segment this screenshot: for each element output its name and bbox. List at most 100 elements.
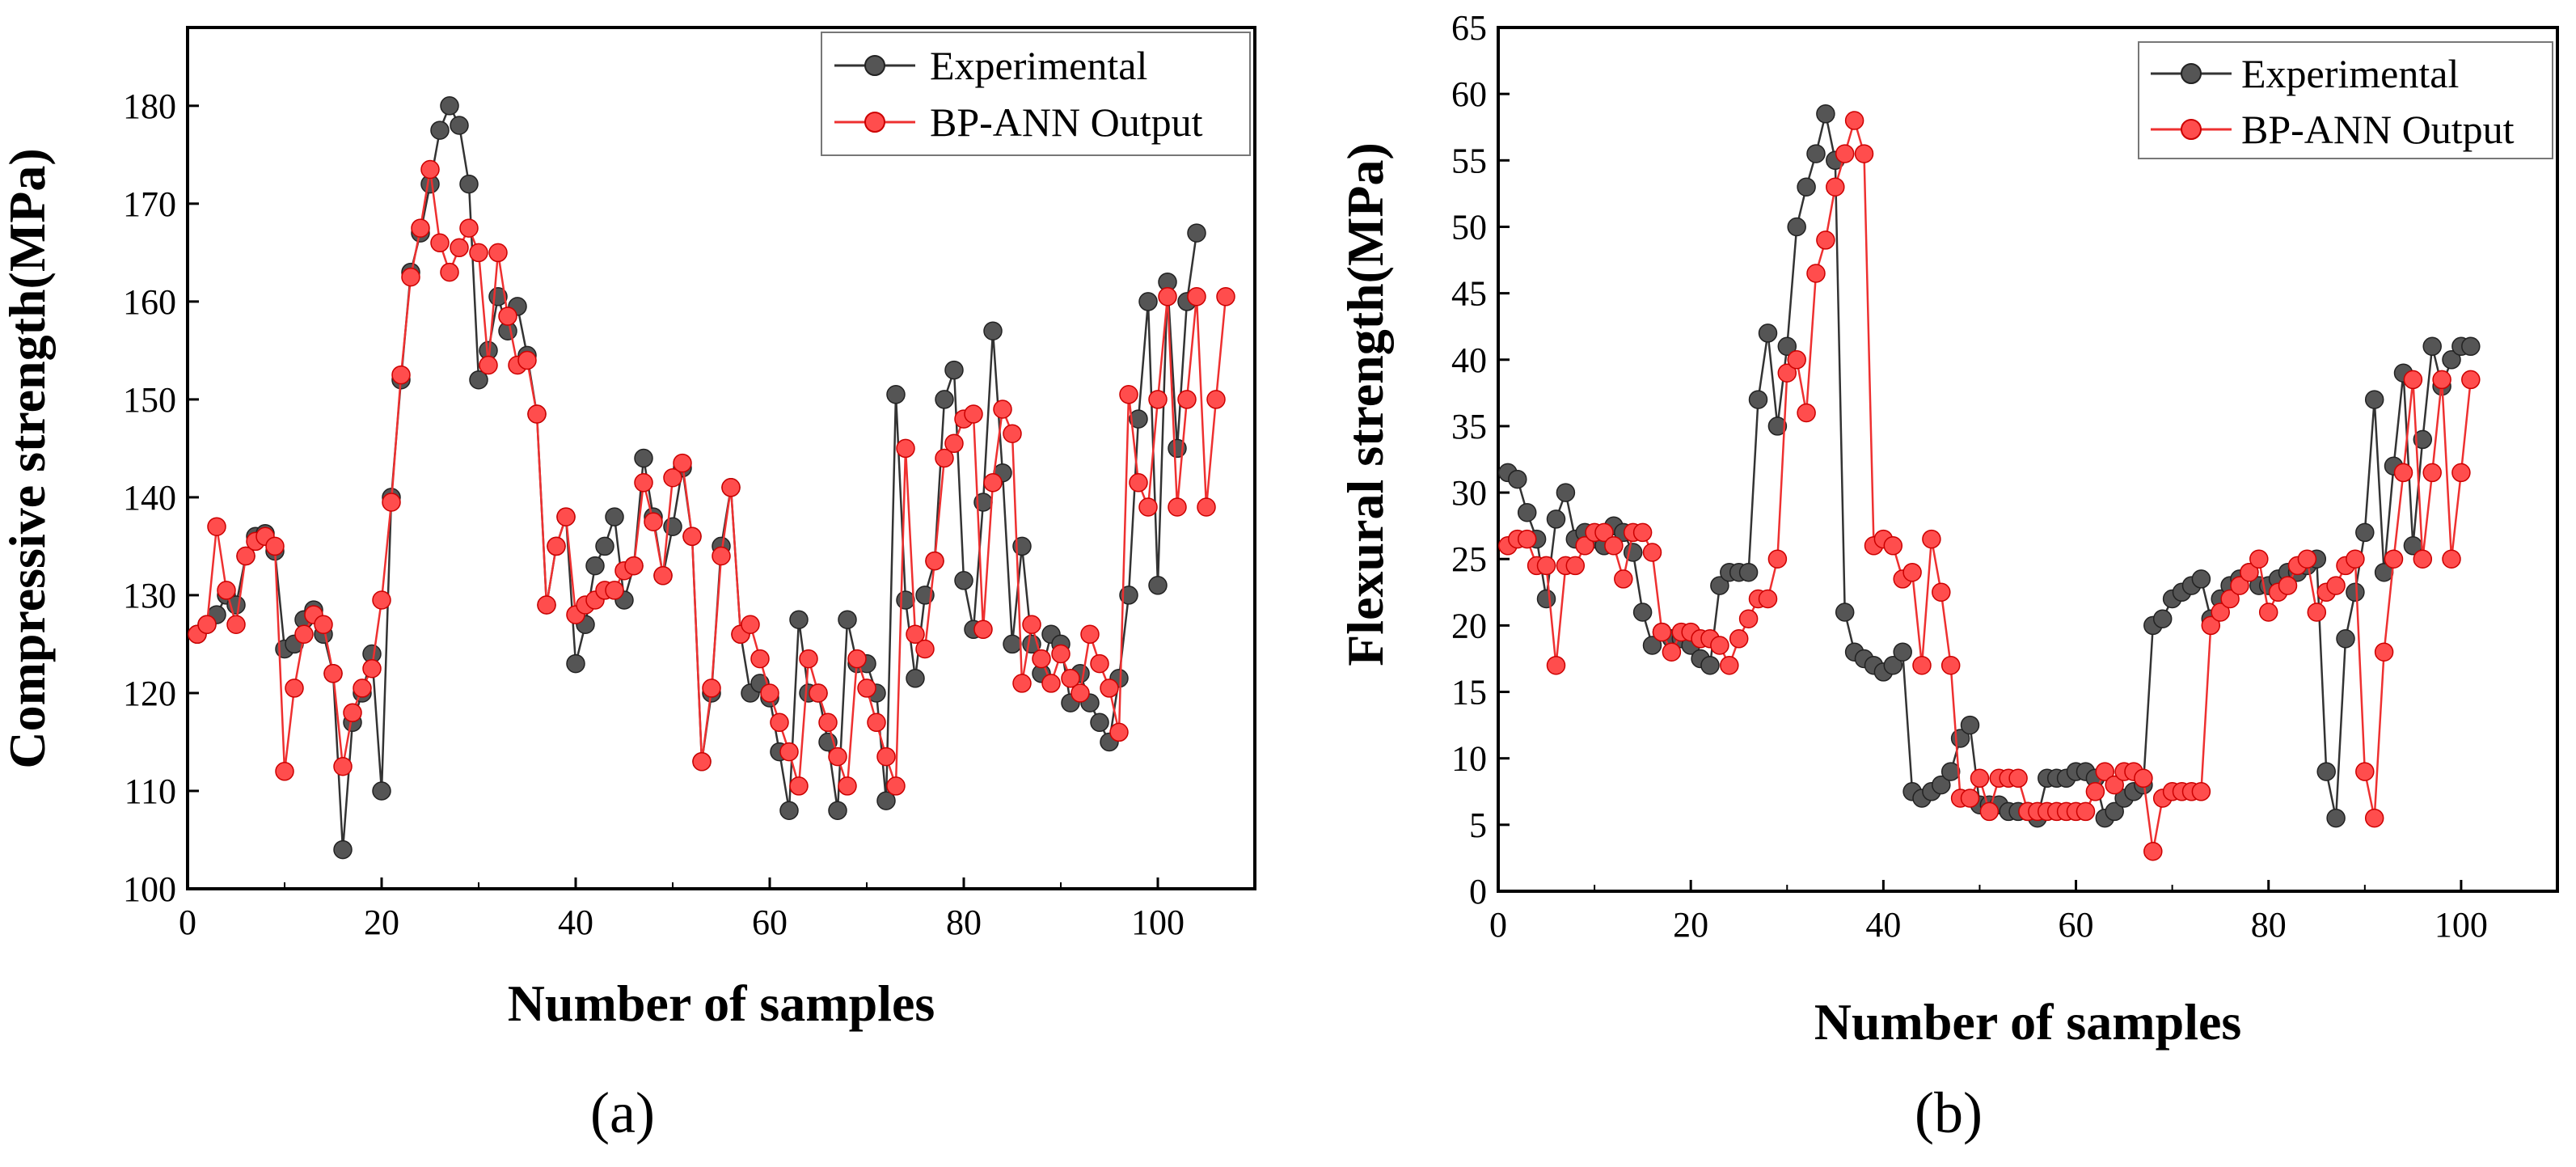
- point-experimental-b: [1546, 510, 1566, 529]
- point-experimental-a: [1187, 223, 1206, 243]
- point-bpann-a: [760, 683, 779, 703]
- point-experimental-b: [1517, 502, 1537, 522]
- point-bpann-a: [1041, 674, 1061, 693]
- point-bpann-b: [2230, 576, 2249, 595]
- point-bpann-a: [1148, 390, 1168, 409]
- point-experimental-b: [2442, 350, 2461, 370]
- point-bpann-b: [1614, 569, 1633, 589]
- point-experimental-b: [1787, 217, 1806, 237]
- y-axis-label-b: Flexural strength(MPa): [1337, 142, 1394, 666]
- y-tick-label-b: 30: [1451, 473, 1487, 513]
- point-bpann-b: [1979, 801, 2000, 822]
- point-bpann-a: [809, 683, 828, 703]
- point-bpann-b: [1816, 230, 1835, 250]
- plot-area-b: [1497, 26, 2559, 893]
- point-bpann-b: [1902, 562, 1922, 582]
- point-experimental-a: [876, 791, 896, 810]
- point-experimental-a: [935, 390, 954, 409]
- point-bpann-a: [469, 243, 488, 263]
- point-bpann-b: [2432, 370, 2451, 390]
- x-tick-label-b: 0: [1489, 905, 1507, 945]
- point-bpann-a: [207, 517, 226, 536]
- point-bpann-a: [993, 400, 1012, 419]
- point-bpann-b: [2355, 762, 2375, 781]
- point-bpann-a: [682, 526, 702, 547]
- point-bpann-b: [2326, 576, 2346, 595]
- point-bpann-a: [1158, 287, 1177, 307]
- point-experimental-a: [634, 448, 653, 468]
- point-experimental-a: [605, 507, 624, 526]
- point-experimental-b: [2355, 522, 2375, 543]
- x-axis-label-a: Number of samples: [508, 975, 935, 1032]
- point-bpann-a: [644, 512, 663, 531]
- point-bpann-a: [935, 448, 954, 468]
- y-tick-label-b: 35: [1451, 407, 1487, 446]
- point-bpann-a: [333, 756, 353, 776]
- point-bpann-a: [605, 581, 624, 600]
- point-bpann-a: [779, 742, 799, 762]
- y-tick-label-a: 100: [123, 869, 176, 909]
- point-experimental-b: [2422, 336, 2442, 357]
- y-tick-label-a: 120: [123, 674, 176, 713]
- x-tick-label-b: 60: [2059, 905, 2094, 945]
- x-tick-label-a: 80: [946, 903, 982, 942]
- point-bpann-a: [857, 679, 876, 698]
- point-bpann-a: [799, 649, 818, 669]
- point-experimental-a: [1148, 576, 1168, 595]
- point-experimental-a: [1090, 712, 1109, 733]
- series-line-experimental-b: [1507, 113, 2471, 820]
- point-experimental-a: [906, 669, 925, 688]
- point-bpann-b: [1720, 655, 1739, 675]
- point-experimental-b: [1536, 589, 1556, 609]
- point-bpann-b: [1806, 264, 1826, 283]
- point-bpann-b: [1758, 589, 1778, 609]
- point-bpann-a: [440, 262, 459, 282]
- point-bpann-a: [789, 776, 809, 796]
- point-bpann-b: [2240, 562, 2259, 582]
- point-bpann-a: [896, 438, 915, 459]
- y-tick-label-b: 0: [1469, 872, 1487, 911]
- point-bpann-a: [983, 473, 1003, 493]
- point-experimental-b: [1777, 336, 1797, 357]
- point-bpann-b: [1844, 111, 1864, 130]
- point-experimental-b: [2336, 629, 2355, 649]
- point-bpann-b: [2258, 603, 2278, 622]
- x-ticks-a: 0 20 40 60 80 100: [179, 877, 1185, 942]
- point-experimental-b: [2461, 336, 2481, 357]
- point-bpann-a: [1051, 644, 1071, 664]
- point-bpann-b: [1940, 655, 1961, 675]
- point-experimental-b: [1642, 636, 1662, 655]
- point-bpann-a: [343, 703, 362, 722]
- point-bpann-a: [634, 473, 653, 493]
- point-bpann-b: [2297, 549, 2317, 569]
- x-tick-label-a: 60: [752, 903, 788, 942]
- point-bpann-a: [1168, 497, 1187, 517]
- point-bpann-a: [1022, 615, 1041, 634]
- legend-marker-bpann-a: [864, 112, 885, 133]
- legend-label-experimental-b: Experimental: [2241, 51, 2459, 96]
- point-experimental-a: [838, 610, 857, 629]
- point-bpann-a: [1071, 683, 1090, 703]
- point-bpann-b: [1767, 549, 1788, 569]
- point-experimental-b: [1835, 603, 1855, 622]
- point-bpann-b: [2191, 782, 2211, 801]
- y-tick-label-b: 50: [1451, 207, 1487, 247]
- legend-label-experimental-a: Experimental: [930, 43, 1147, 88]
- point-bpann-a: [488, 243, 508, 263]
- point-experimental-b: [2316, 762, 2336, 781]
- legend-marker-experimental-b: [2181, 63, 2202, 84]
- point-bpann-b: [1797, 403, 1816, 423]
- point-bpann-b: [2346, 549, 2365, 569]
- point-bpann-a: [537, 595, 556, 615]
- point-bpann-b: [2085, 782, 2105, 801]
- y-tick-label-b: 15: [1451, 673, 1487, 712]
- point-bpann-b: [1738, 609, 1759, 628]
- y-axis-label-a: Compressive strength(MPa): [0, 148, 56, 768]
- point-experimental-a: [1129, 409, 1148, 429]
- point-bpann-b: [1729, 629, 1749, 649]
- point-bpann-a: [1061, 669, 1080, 688]
- point-bpann-b: [2095, 762, 2115, 781]
- point-experimental-a: [1003, 634, 1022, 654]
- plot-area-a: [186, 26, 1256, 890]
